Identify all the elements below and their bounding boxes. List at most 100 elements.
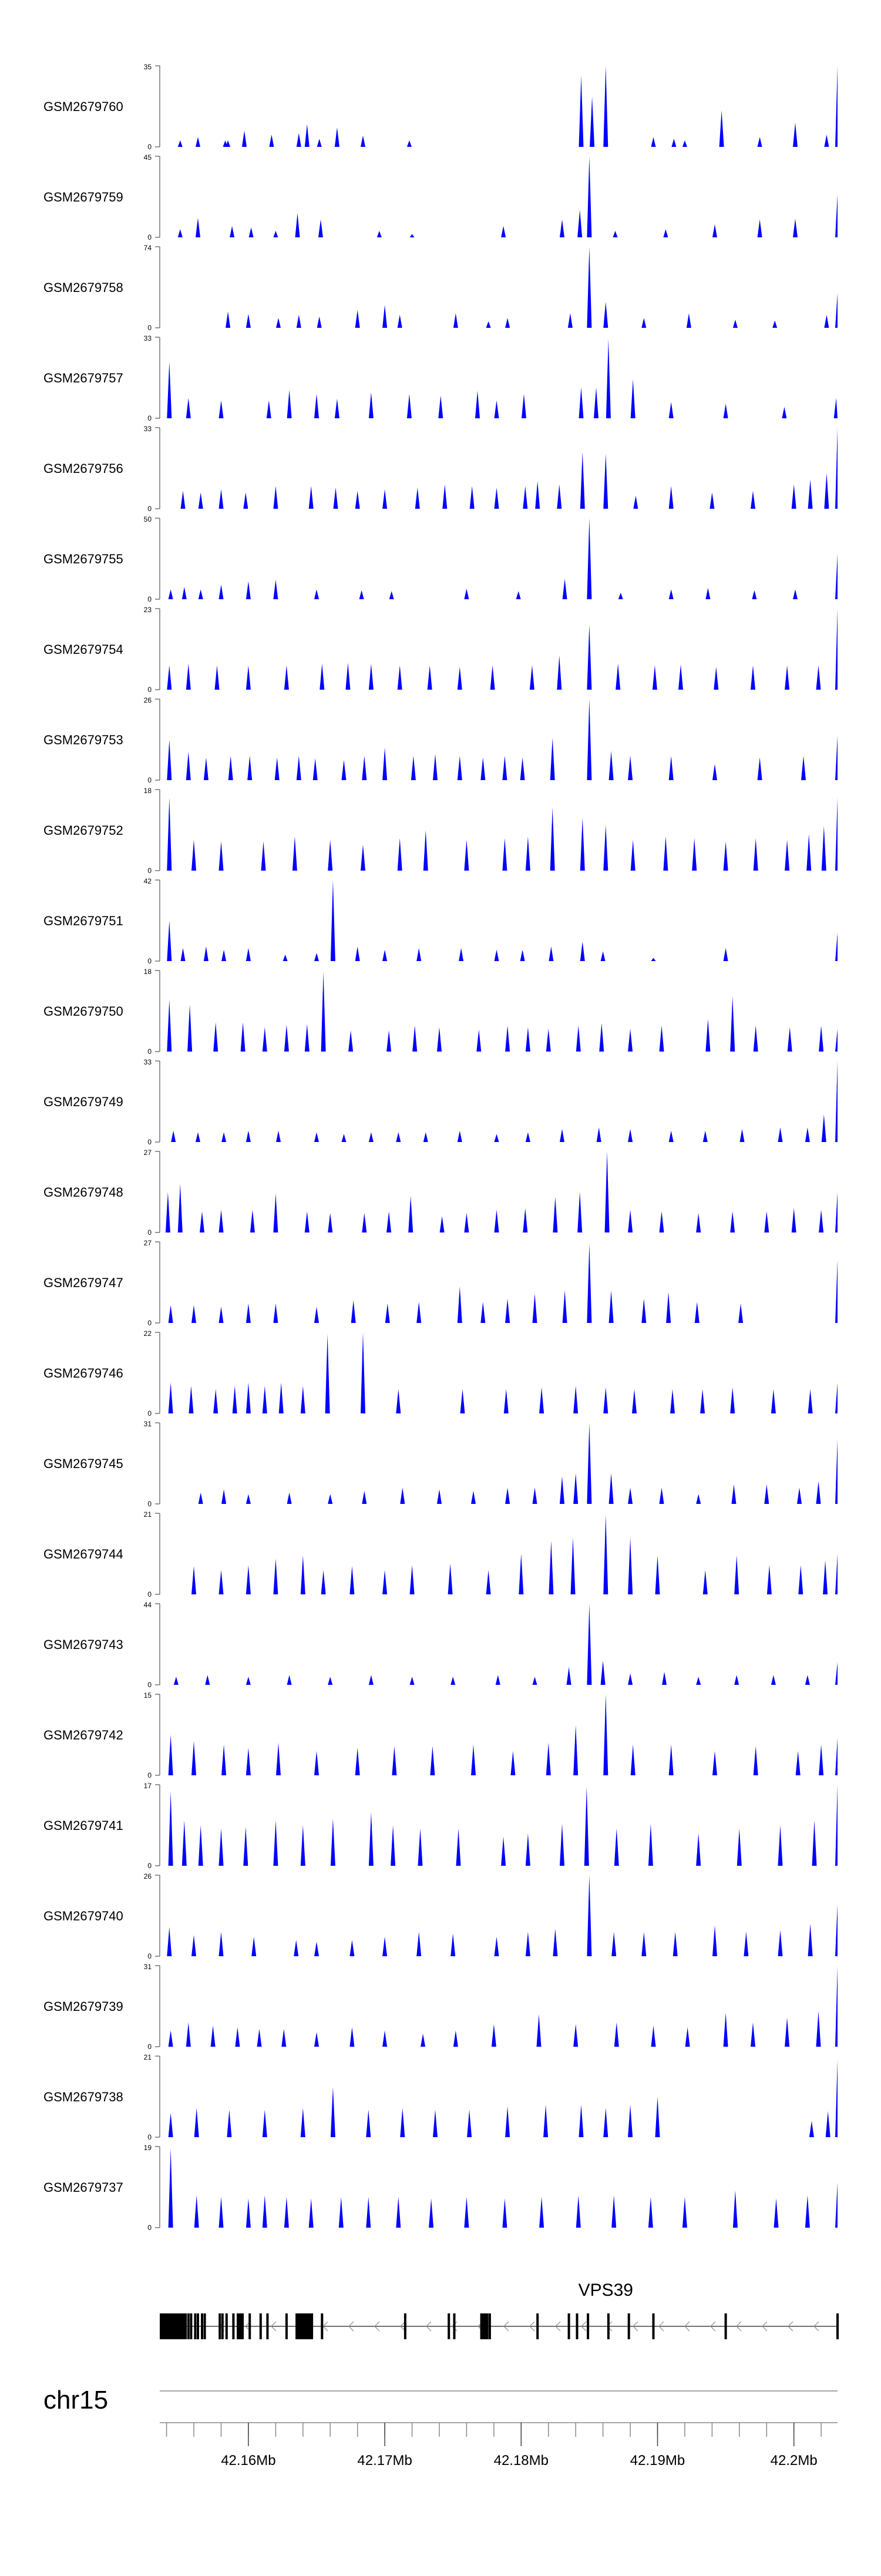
coverage-peak bbox=[228, 755, 233, 780]
coverage-peak bbox=[630, 379, 635, 418]
exon bbox=[172, 2313, 175, 2339]
coverage-peak bbox=[596, 1127, 601, 1142]
coverage-peak bbox=[587, 1423, 592, 1504]
coverage-peak bbox=[628, 1210, 633, 1232]
coverage-track: GSM2679750 18 0 bbox=[43, 968, 838, 1056]
y-max-label: 18 bbox=[144, 787, 152, 795]
coverage-peak bbox=[739, 1129, 745, 1142]
coverage-peak bbox=[655, 1555, 660, 1594]
y-zero-label: 0 bbox=[147, 686, 152, 694]
coverage-peak bbox=[821, 1114, 826, 1142]
coverage-peak bbox=[599, 1023, 604, 1052]
coverage-peak bbox=[663, 229, 668, 237]
coverage-peak bbox=[450, 1933, 456, 1956]
coverage-peak bbox=[221, 949, 227, 961]
coverage-peak bbox=[550, 738, 555, 780]
strand-arrow bbox=[426, 2321, 432, 2332]
coverage-peak bbox=[430, 1746, 435, 1775]
coverage-peak bbox=[600, 1660, 606, 1685]
coverage-peak bbox=[221, 1744, 227, 1775]
y-zero-label: 0 bbox=[147, 1862, 152, 1870]
strand-arrow bbox=[581, 2321, 587, 2332]
coverage-peak bbox=[532, 1487, 537, 1504]
coverage-peak bbox=[423, 830, 428, 871]
coverage-peak bbox=[600, 951, 606, 961]
coverage-peak bbox=[587, 518, 592, 599]
coverage-peak bbox=[262, 2110, 267, 2137]
coverage-peak bbox=[835, 553, 838, 599]
coverage-track: GSM2679739 31 0 bbox=[43, 1963, 838, 2051]
coverage-peak bbox=[460, 1389, 465, 1413]
coverage-track: GSM2679756 33 0 bbox=[43, 425, 838, 513]
coverage-peak bbox=[579, 75, 584, 147]
coverage-peak bbox=[325, 1334, 330, 1413]
coverage-peak bbox=[389, 591, 394, 599]
coverage-peak bbox=[738, 1303, 744, 1323]
coverage-peak bbox=[351, 1300, 356, 1323]
y-zero-label: 0 bbox=[147, 1952, 152, 1960]
coverage-peak bbox=[579, 2104, 584, 2137]
coverage-peak bbox=[442, 484, 448, 509]
y-max-label: 50 bbox=[144, 515, 152, 523]
y-max-label: 45 bbox=[144, 153, 152, 162]
coverage-peak bbox=[333, 488, 338, 509]
coverage-peak bbox=[221, 1489, 227, 1504]
coverage-peak bbox=[396, 2197, 401, 2228]
exon bbox=[218, 2313, 221, 2339]
coverage-peak bbox=[611, 1932, 617, 1956]
coverage-peak bbox=[495, 1675, 500, 1685]
y-zero-label: 0 bbox=[147, 1500, 152, 1508]
coverage-peak bbox=[686, 313, 691, 328]
coverage-peak bbox=[397, 665, 402, 690]
y-max-label: 74 bbox=[144, 244, 152, 252]
exon bbox=[836, 2313, 839, 2339]
coverage-peak bbox=[406, 394, 412, 418]
coverage-peak bbox=[659, 1025, 664, 1052]
coverage-peak bbox=[181, 587, 187, 599]
coverage-peak bbox=[433, 754, 438, 780]
y-zero-label: 0 bbox=[147, 776, 152, 784]
coverage-peak bbox=[709, 492, 715, 509]
coverage-peak bbox=[560, 1823, 564, 1866]
coverage-peak bbox=[368, 663, 374, 690]
coverage-peak bbox=[194, 2108, 199, 2137]
coverage-peak bbox=[189, 1386, 194, 1413]
track-label: GSM2679744 bbox=[43, 1547, 123, 1561]
coverage-peak bbox=[218, 1828, 224, 1866]
coverage-track: GSM2679760 35 0 bbox=[43, 63, 838, 151]
coverage-peak bbox=[805, 1675, 810, 1685]
track-label: GSM2679738 bbox=[43, 2090, 123, 2104]
coverage-peak bbox=[366, 2110, 371, 2137]
coverage-peak bbox=[321, 972, 326, 1052]
coverage-peak bbox=[608, 751, 614, 780]
coverage-peak bbox=[603, 2108, 608, 2137]
coverage-peak bbox=[218, 585, 224, 599]
coverage-peak bbox=[510, 1751, 516, 1775]
coverage-peak bbox=[480, 1302, 486, 1323]
coverage-peak bbox=[200, 1211, 204, 1232]
coverage-peak bbox=[246, 1494, 251, 1504]
coverage-peak bbox=[198, 1825, 203, 1866]
y-zero-label: 0 bbox=[147, 1319, 152, 1327]
coverage-peak bbox=[314, 394, 319, 418]
coverage-peak bbox=[355, 310, 360, 328]
coverage-peak bbox=[355, 946, 360, 961]
coverage-peak bbox=[557, 656, 562, 690]
coverage-peak bbox=[730, 1387, 735, 1413]
coverage-peak bbox=[186, 398, 191, 418]
coverage-peak bbox=[546, 1742, 551, 1775]
coverage-peak bbox=[213, 1022, 218, 1052]
coverage-peak bbox=[523, 1208, 528, 1232]
coverage-peak bbox=[486, 321, 491, 328]
coverage-peak bbox=[723, 404, 728, 418]
strand-arrow bbox=[503, 2321, 509, 2332]
coverage-peak bbox=[292, 837, 297, 871]
coverage-peak bbox=[648, 2197, 653, 2228]
exon bbox=[453, 2313, 456, 2339]
coverage-peak bbox=[300, 1386, 305, 1413]
coverage-peak bbox=[835, 2059, 838, 2137]
coverage-peak bbox=[712, 224, 717, 237]
coverage-peak bbox=[573, 1725, 579, 1775]
coverage-peak bbox=[663, 837, 668, 871]
exon bbox=[221, 2313, 224, 2339]
